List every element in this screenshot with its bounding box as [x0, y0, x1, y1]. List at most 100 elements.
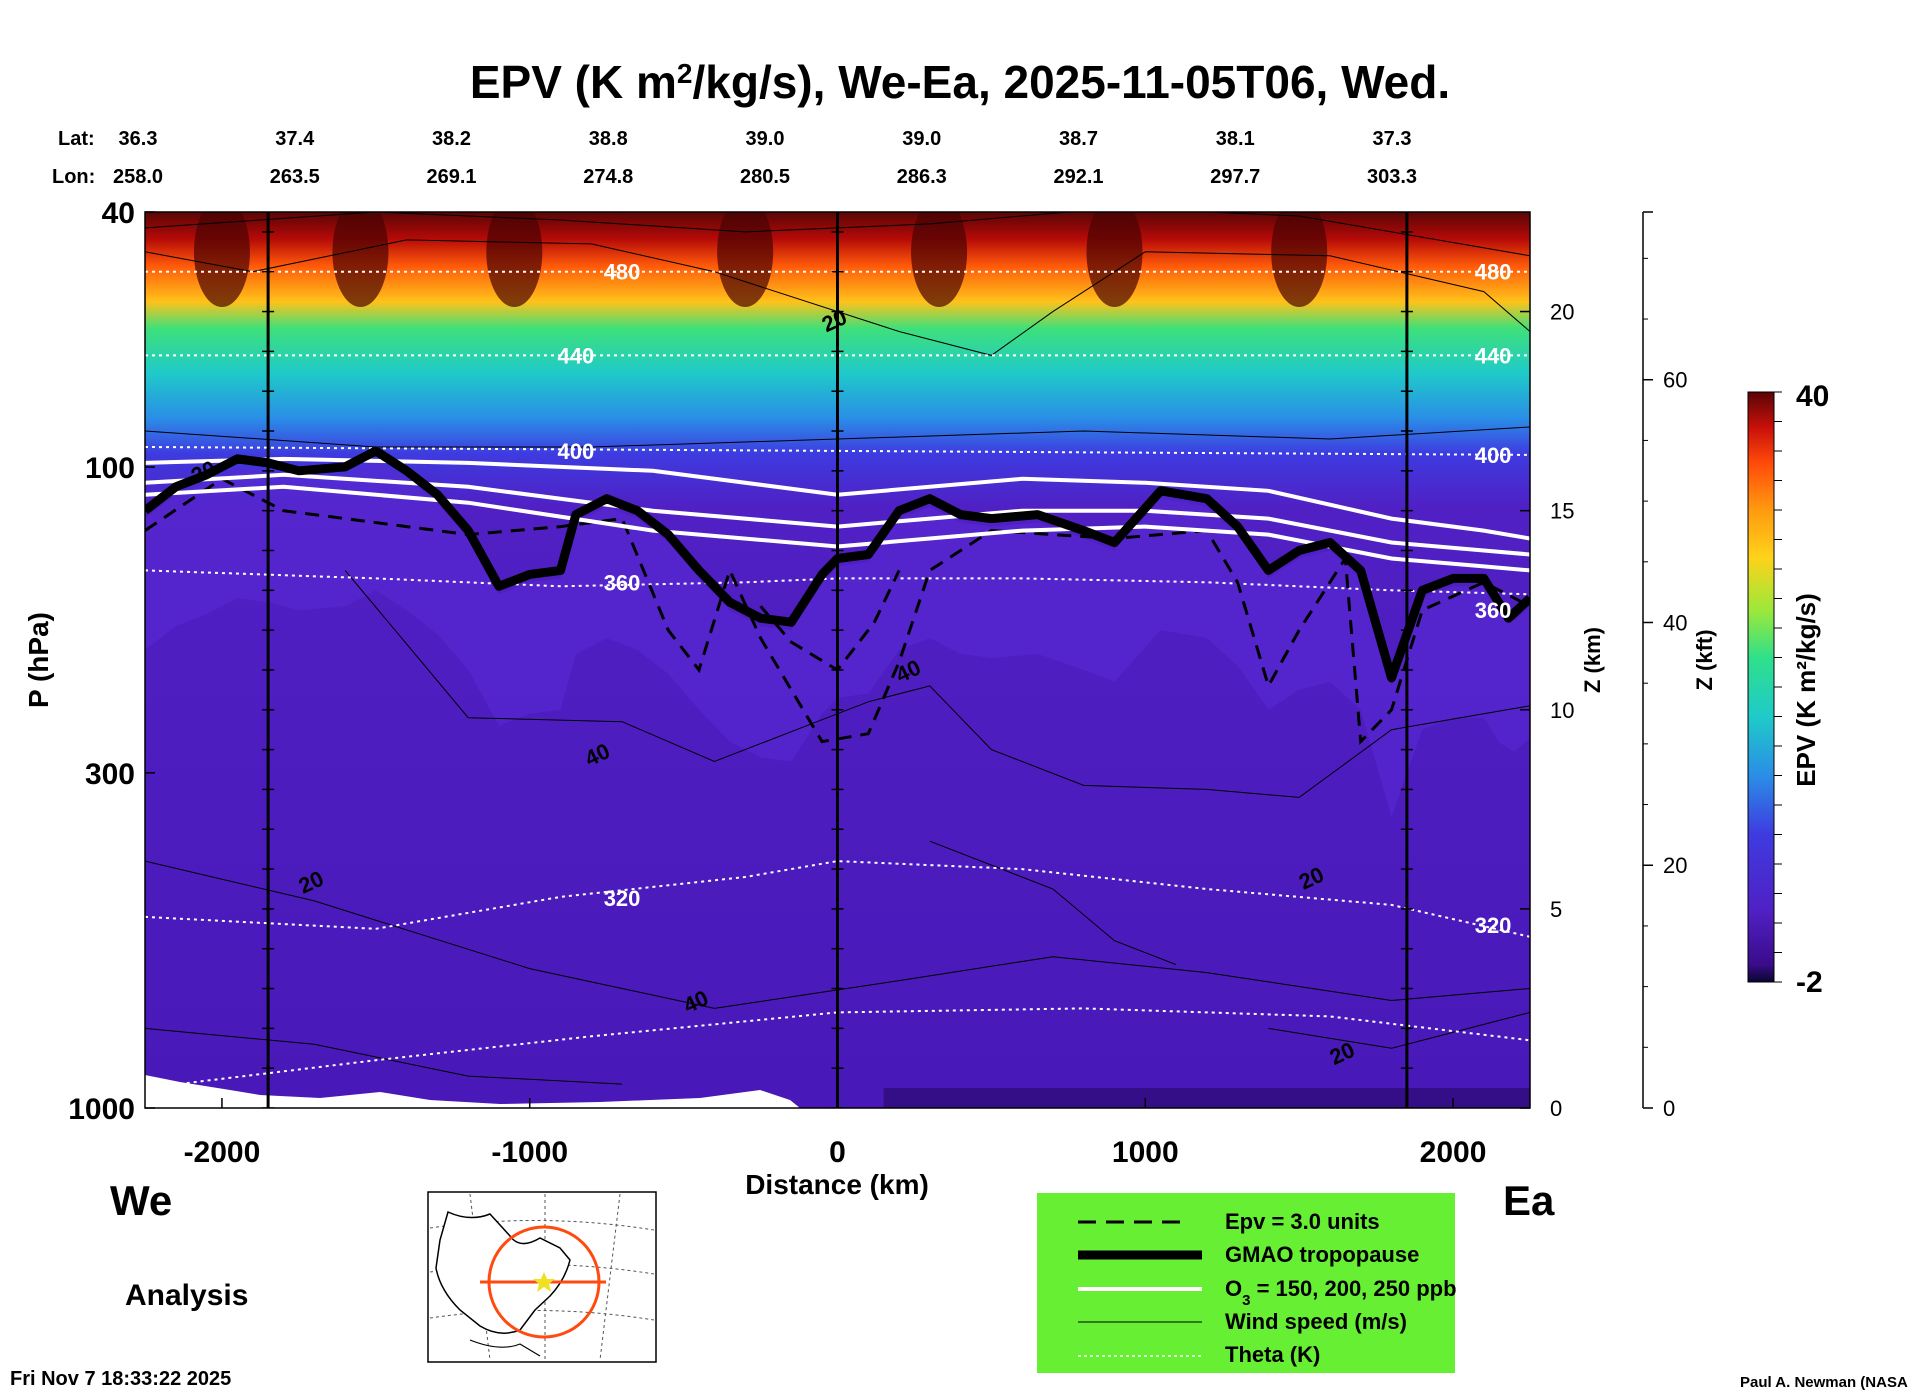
lat-label: 38.8 — [589, 128, 628, 150]
x-tick-label: 2000 — [1420, 1136, 1487, 1169]
chart-title: EPV (K m2/kg/s), We-Ea, 2025-11-05T06, W… — [470, 56, 1450, 108]
lon-label: 258.0 — [113, 166, 163, 188]
z-kft-axis-label: Z (kft) — [1692, 629, 1717, 690]
terrain — [145, 1075, 800, 1108]
lat-label: 38.7 — [1059, 128, 1098, 150]
z-km-axis: 0 5 10 15 20 — [1520, 300, 1574, 1121]
east-end-label: Ea — [1503, 1177, 1555, 1224]
p-tick-label: 1000 — [68, 1093, 135, 1126]
lon-label: 297.7 — [1210, 166, 1260, 188]
wind-contour — [929, 840, 1177, 966]
p-tick-label: 300 — [85, 758, 135, 791]
lon-label: 263.5 — [270, 166, 320, 188]
z-tick-label: 5 — [1550, 897, 1562, 922]
legend-item-ozone: O3 = 150, 200, 250 ppb — [1225, 1276, 1457, 1309]
colorbar-max-label: 40 — [1796, 380, 1829, 413]
epv-maximum — [193, 212, 250, 307]
epv-maximum — [1086, 212, 1143, 307]
tropopause-line — [145, 446, 1530, 683]
pressure-axis: 40 100 300 1000 — [68, 197, 155, 1126]
section-markers — [262, 212, 1413, 1108]
lat-label: 38.1 — [1216, 128, 1255, 150]
z-tick-label: 0 — [1550, 1096, 1562, 1121]
theta-label: 480 — [1475, 260, 1512, 285]
legend-item-wind: Wind speed (m/s) — [1225, 1309, 1407, 1334]
wind-contour — [344, 570, 1530, 798]
legend: Epv = 3.0 units GMAO tropopause O3 = 150… — [1037, 1193, 1457, 1373]
theta-line — [145, 1007, 1530, 1090]
theta-labels: 320 360 400 440 480 520 320 360 400 440 480 520 — [558, 192, 1512, 938]
epv-maximum — [717, 212, 774, 307]
x-axis-label: Distance (km) — [745, 1169, 929, 1200]
theta-label: 320 — [604, 886, 641, 911]
lat-row-label: Lat: — [58, 128, 95, 150]
colorbar-min-label: -2 — [1796, 966, 1823, 999]
theta-label: 400 — [558, 439, 595, 464]
lon-label: 269.1 — [426, 166, 476, 188]
theta-label: 520 — [1475, 192, 1512, 217]
theta-label: 480 — [604, 260, 641, 285]
colorbar-ticks — [1774, 391, 1782, 983]
theta-contours — [145, 270, 1530, 1090]
credit: Paul A. Newman (NASA — [1740, 1374, 1908, 1391]
lon-label: 274.8 — [583, 166, 633, 188]
epv-maximum — [332, 212, 389, 307]
theta-label: 400 — [1475, 443, 1512, 468]
theta-line — [145, 569, 1530, 596]
theta-label: 520 — [558, 192, 595, 217]
wind-contour — [145, 239, 1530, 356]
surface-band — [883, 1088, 1530, 1108]
x-tick-label: 1000 — [1112, 1136, 1179, 1169]
west-end-label: We — [110, 1177, 172, 1224]
lat-label: 37.3 — [1373, 128, 1412, 150]
lon-row-label: Lon: — [52, 166, 95, 188]
p-tick-label: 100 — [85, 452, 135, 485]
x-tick-label: 0 — [829, 1136, 846, 1169]
analysis-label: Analysis — [125, 1279, 248, 1312]
theta-line — [145, 860, 1530, 938]
z-tick-label: 20 — [1550, 300, 1574, 325]
z-km-axis-label: Z (km) — [1580, 627, 1605, 693]
wind-contour — [1268, 1011, 1530, 1049]
x-tick-label: -1000 — [491, 1136, 568, 1169]
lat-label: 38.2 — [432, 128, 471, 150]
colorbar — [1747, 391, 1775, 983]
wind-contour — [145, 1027, 623, 1085]
theta-label: 440 — [1475, 343, 1512, 368]
x-axis: -2000 -1000 0 1000 2000 — [184, 1098, 1487, 1169]
legend-item-epv: Epv = 3.0 units — [1225, 1209, 1380, 1234]
theta-label: 360 — [1475, 598, 1512, 623]
lat-label: 36.3 — [119, 128, 158, 150]
z-kft-tick-label: 0 — [1663, 1096, 1675, 1121]
timestamp: Fri Nov 7 18:33:22 2025 — [10, 1368, 231, 1390]
theta-label: 440 — [558, 343, 595, 368]
z-kft-tick-label: 60 — [1663, 368, 1687, 393]
theta-label: 320 — [1475, 913, 1512, 938]
epv-maximum — [1271, 212, 1328, 307]
lon-label: 303.3 — [1367, 166, 1417, 188]
x-tick-label: -2000 — [184, 1136, 261, 1169]
lat-label: 39.0 — [902, 128, 941, 150]
epv-maximum — [911, 212, 968, 307]
epv-maximum — [486, 212, 543, 307]
locator-map — [427, 1191, 657, 1363]
lon-label: 292.1 — [1053, 166, 1103, 188]
z-kft-tick-label: 40 — [1663, 610, 1687, 635]
lat-label: 39.0 — [746, 128, 785, 150]
lat-label: 37.4 — [275, 128, 315, 150]
legend-item-tropopause: GMAO tropopause — [1225, 1242, 1419, 1267]
colorbar-label: EPV (K m²/kg/s) — [1791, 593, 1821, 787]
epv-contour — [145, 477, 1530, 746]
wind-contour — [145, 860, 1530, 1009]
z-kft-tick-label: 20 — [1663, 853, 1687, 878]
lon-label: 286.3 — [897, 166, 947, 188]
z-tick-label: 15 — [1550, 499, 1574, 524]
lon-label: 280.5 — [740, 166, 790, 188]
p-tick-label: 40 — [102, 197, 135, 230]
lat-lon-labels: 36.3 37.4 38.2 38.8 39.0 39.0 38.7 38.1 37.3 258.… — [113, 128, 1417, 188]
z-kft-axis: 0 20 40 60 — [1642, 211, 1687, 1121]
wind-speed-contours — [145, 212, 1530, 1085]
legend-item-theta: Theta (K) — [1225, 1342, 1320, 1367]
